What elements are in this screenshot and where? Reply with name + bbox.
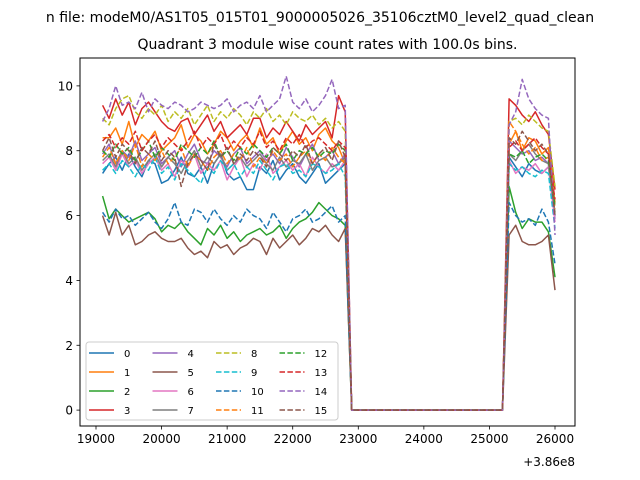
legend-label: 10 (251, 387, 264, 398)
legend-entry-5: 5 (152, 368, 194, 379)
legend-entry-15: 15 (279, 406, 328, 417)
legend-entry-13: 13 (279, 368, 328, 379)
legend-label: 0 (124, 349, 130, 360)
y-tick-label: 6 (65, 209, 73, 223)
y-tick-label: 10 (58, 79, 73, 93)
legend-label: 1 (124, 368, 130, 379)
x-offset-label: +3.86e8 (523, 455, 575, 469)
legend-label: 12 (315, 349, 328, 360)
y-tick-label: 2 (65, 339, 73, 353)
legend-entry-1: 1 (89, 368, 130, 379)
y-tick-label: 8 (65, 144, 73, 158)
figure-suptitle: n file: modeM0/AS1T05_015T01_9000005026_… (46, 10, 594, 26)
legend-label: 2 (124, 387, 130, 398)
legend-entry-7: 7 (152, 406, 194, 417)
x-tick-label: 24000 (405, 432, 443, 446)
axes-frame (79, 57, 576, 427)
series-line-15 (101, 130, 556, 411)
legend-entry-6: 6 (152, 387, 194, 398)
legend-entry-4: 4 (152, 349, 194, 360)
axis-ticks: 19000 20000 21000 22000 23000 24000 25000 26000… (58, 79, 574, 446)
legend-entry-12: 12 (279, 349, 328, 360)
legend-entry-2: 2 (89, 387, 130, 398)
x-tick-label: 22000 (274, 432, 312, 446)
legend-label: 11 (251, 406, 264, 417)
legend-label: 4 (188, 349, 194, 360)
plot-area (101, 75, 556, 411)
legend-entry-3: 3 (89, 406, 130, 417)
x-tick-label: 23000 (339, 432, 377, 446)
legend-box (85, 341, 339, 421)
y-tick-label: 4 (65, 274, 73, 288)
legend-label: 9 (251, 368, 257, 379)
legend-entry-8: 8 (216, 349, 257, 360)
x-tick-label: 25000 (470, 432, 508, 446)
legend-label: 13 (315, 368, 328, 379)
x-tick-label: 21000 (208, 432, 246, 446)
legend-entry-14: 14 (279, 387, 328, 398)
legend-label: 6 (188, 387, 194, 398)
legend-label: 7 (188, 406, 194, 417)
x-tick-label: 19000 (77, 432, 115, 446)
legend-label: 5 (188, 368, 194, 379)
series-line-13 (102, 130, 556, 411)
y-tick-label: 0 (65, 404, 73, 418)
legend-label: 3 (124, 406, 130, 417)
series-line-14 (101, 75, 556, 411)
legend-label: 14 (315, 387, 328, 398)
legend-entry-9: 9 (216, 368, 257, 379)
legend-label: 8 (251, 349, 257, 360)
x-tick-label: 20000 (142, 432, 180, 446)
chart-title: Quadrant 3 module wise count rates with … (138, 37, 518, 53)
legend-entry-11: 11 (216, 406, 264, 417)
legend-entry-10: 10 (216, 387, 264, 398)
legend-label: 15 (315, 406, 328, 417)
legend-entry-0: 0 (89, 349, 130, 360)
x-tick-label: 26000 (536, 432, 574, 446)
